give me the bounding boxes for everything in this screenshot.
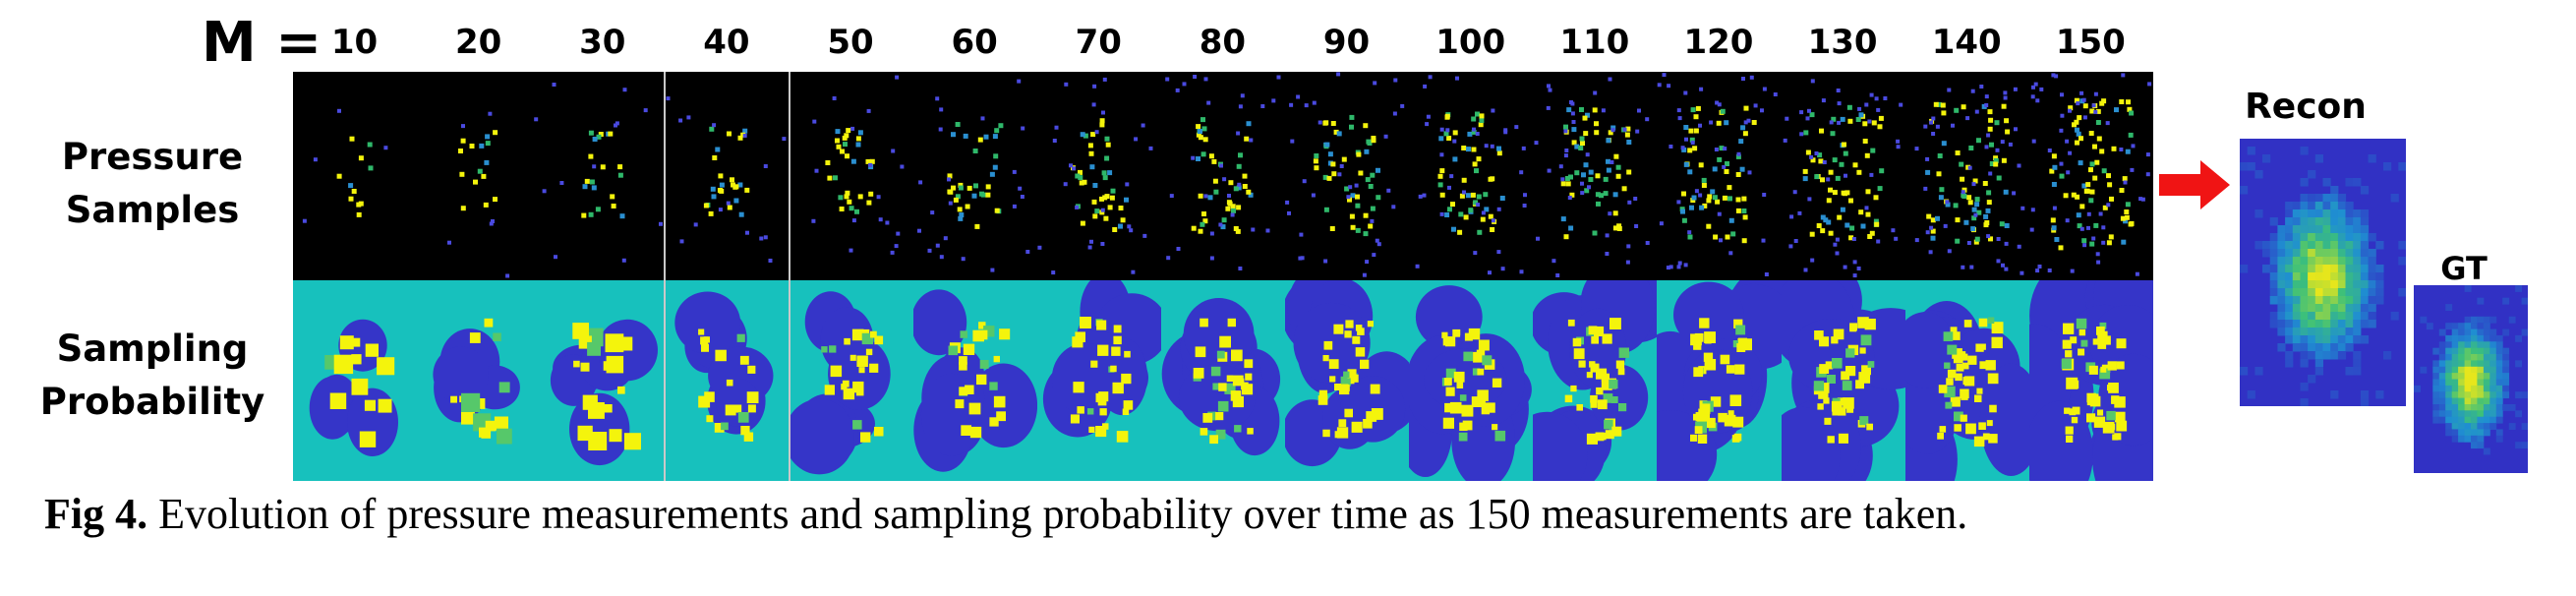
figure-caption: Fig 4. Evolution of pressure measurement… (44, 489, 1967, 539)
m-value-10: 10 (330, 23, 379, 62)
sampling-probability-m120 (1657, 280, 1782, 481)
m-value-70: 70 (1075, 23, 1122, 62)
m-value-100: 100 (1435, 23, 1506, 62)
sampling-probability-strip (293, 280, 2153, 481)
pressure-sample-m50 (790, 72, 913, 280)
pressure-sample-m90 (1285, 72, 1409, 280)
pressure-sample-m10 (293, 72, 417, 280)
m-value-30: 30 (579, 23, 626, 62)
m-prefix: M = (202, 11, 322, 75)
pressure-samples-strip (293, 72, 2153, 280)
m-value-90: 90 (1322, 23, 1371, 62)
column-separator (788, 72, 790, 481)
m-value-110: 110 (1559, 23, 1630, 62)
row-label-sampling: Sampling Probability (20, 323, 285, 428)
m-value-40: 40 (703, 23, 750, 62)
sampling-probability-m10 (293, 280, 417, 481)
sampling-probability-m70 (1037, 280, 1161, 481)
sampling-probability-m40 (665, 280, 789, 481)
pressure-sample-m120 (1657, 72, 1781, 280)
pressure-sample-m100 (1409, 72, 1533, 280)
caption-text: Evolution of pressure measurements and s… (158, 490, 1968, 538)
sampling-probability-m20 (417, 280, 541, 481)
m-value-150: 150 (2055, 23, 2126, 62)
sampling-probability-m130 (1781, 280, 1905, 481)
pressure-sample-m30 (541, 72, 665, 280)
m-value-50: 50 (827, 23, 874, 62)
arrow-icon (2159, 160, 2230, 209)
pressure-sample-m130 (1782, 72, 1905, 280)
pressure-sample-m20 (417, 72, 541, 280)
pressure-sample-m110 (1533, 72, 1657, 280)
sampling-probability-m80 (1161, 280, 1285, 481)
column-separator (664, 72, 667, 481)
pressure-sample-m150 (2029, 72, 2153, 280)
sampling-probability-m110 (1533, 280, 1658, 481)
sampling-probability-m60 (912, 280, 1037, 481)
sampling-probability-m150 (2028, 280, 2153, 481)
sampling-probability-m100 (1409, 280, 1533, 481)
m-value-120: 120 (1683, 23, 1754, 62)
caption-label: Fig 4. (44, 490, 148, 538)
m-value-60: 60 (951, 23, 998, 62)
row-label-sampling-line2: Probability (39, 380, 265, 423)
pressure-sample-m140 (1905, 72, 2029, 280)
pressure-sample-m80 (1161, 72, 1285, 280)
m-value-130: 130 (1807, 23, 1878, 62)
recon-label: Recon (2245, 87, 2367, 127)
pressure-sample-m60 (913, 72, 1037, 280)
row-label-pressure-line1: Pressure (61, 136, 244, 178)
sampling-probability-m50 (789, 280, 913, 481)
sampling-probability-m90 (1285, 280, 1410, 481)
sampling-probability-m140 (1904, 280, 2029, 481)
gt-label: GT (2440, 250, 2488, 287)
gt-image (2414, 285, 2528, 473)
sampling-probability-m30 (541, 280, 665, 481)
m-value-80: 80 (1199, 23, 1247, 62)
m-value-140: 140 (1931, 23, 2002, 62)
row-label-sampling-line1: Sampling (56, 328, 249, 370)
pressure-sample-m40 (665, 72, 789, 280)
pressure-sample-m70 (1037, 72, 1161, 280)
recon-image (2240, 139, 2406, 406)
row-label-pressure-line2: Samples (65, 188, 240, 231)
row-label-pressure: Pressure Samples (20, 131, 285, 236)
m-value-20: 20 (454, 23, 502, 62)
